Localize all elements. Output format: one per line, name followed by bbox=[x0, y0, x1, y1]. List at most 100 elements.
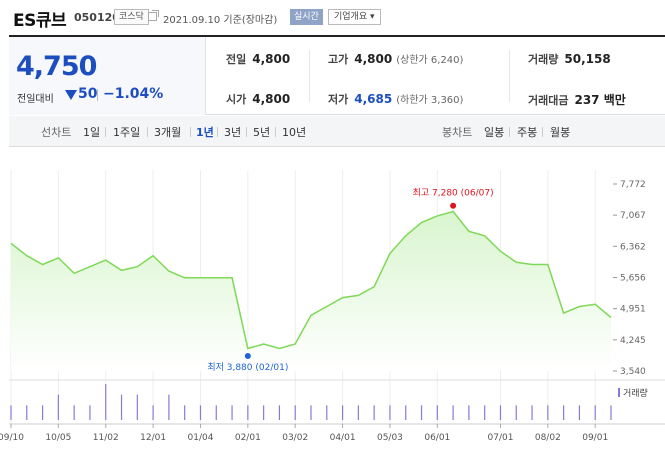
stock-code: 050120 bbox=[74, 11, 120, 24]
low-label: 최저 3,880 (02/01) bbox=[207, 362, 288, 373]
price-chart[interactable]: 7,772 7,067 6,362 5,656 4,951 4,245 3,540 최고 7… bbox=[0, 150, 665, 457]
stat-volume: 거래량 50,158 bbox=[528, 51, 611, 67]
volume-bar bbox=[199, 405, 202, 420]
tab-period-1y[interactable]: 1년 bbox=[196, 126, 214, 139]
high-marker bbox=[450, 202, 457, 209]
tab-period-1d[interactable]: 1일 bbox=[83, 126, 101, 139]
current-price: 4,750 bbox=[16, 51, 97, 82]
stat-label: 시가 bbox=[226, 93, 247, 106]
x-axis: 09/10 10/05 11/02 12/01 01/04 02/01 03/02 04/01… bbox=[0, 424, 608, 443]
volume-bar bbox=[247, 405, 249, 420]
quote-panel: 4,750 전일대비 50 −1.04% 전일 4,800 시가 4,800 고가 4… bbox=[9, 35, 665, 115]
stat-value: 4,685 bbox=[354, 92, 393, 106]
company-overview-button[interactable]: 기업개요 ▾ bbox=[328, 9, 381, 25]
stat-prev-close: 전일 4,800 bbox=[226, 51, 290, 67]
volume-bar bbox=[326, 405, 328, 420]
volume-bar bbox=[531, 405, 533, 420]
lower-limit: (하한가 3,360) bbox=[396, 95, 464, 106]
divider bbox=[147, 127, 148, 137]
stat-value: 4,800 bbox=[354, 52, 393, 66]
divider bbox=[105, 127, 106, 137]
volume-bar bbox=[73, 405, 75, 420]
change-percent: −1.04% bbox=[103, 86, 164, 102]
stat-label: 전일 bbox=[226, 53, 247, 66]
candle-chart-label: 봉차트 bbox=[442, 126, 473, 139]
x-tick-label: 05/03 bbox=[377, 433, 403, 443]
price-line bbox=[10, 210, 612, 350]
volume-bar bbox=[373, 405, 375, 420]
volume-legend-swatch bbox=[618, 388, 620, 397]
tab-candle-weekly[interactable]: 주봉 bbox=[517, 126, 538, 139]
volume-bar bbox=[563, 405, 565, 420]
volume-bar bbox=[136, 394, 138, 420]
high-low-markers: 최고 7,280 (06/07) 최저 3,880 (02/01) bbox=[207, 188, 493, 373]
stat-open: 시가 4,800 bbox=[226, 91, 290, 107]
market-badge: 코스닥 bbox=[114, 9, 149, 25]
price-box: 4,750 전일대비 50 −1.04% bbox=[9, 37, 206, 115]
tab-period-3m[interactable]: 3개월 bbox=[154, 126, 182, 139]
line-chart-label: 선차트 bbox=[41, 126, 72, 139]
divider bbox=[190, 127, 191, 137]
volume-bar bbox=[168, 394, 170, 420]
volume-bar bbox=[215, 405, 217, 420]
volume-bar bbox=[452, 405, 454, 420]
volume-bar bbox=[89, 405, 91, 420]
tab-period-5y[interactable]: 5년 bbox=[253, 126, 271, 139]
tab-period-1w[interactable]: 1주일 bbox=[113, 126, 141, 139]
tab-candle-monthly[interactable]: 월봉 bbox=[550, 126, 571, 139]
volume-bar bbox=[278, 405, 281, 420]
volume-bar bbox=[610, 405, 612, 420]
x-tick-label: 09/01 bbox=[582, 433, 608, 443]
realtime-button[interactable]: 실시간 bbox=[290, 9, 323, 25]
stat-value: 4,800 bbox=[252, 52, 291, 66]
x-tick-label: 12/01 bbox=[140, 433, 166, 443]
volume-bar bbox=[594, 405, 596, 420]
volume-bar bbox=[436, 405, 438, 420]
tab-period-10y[interactable]: 10년 bbox=[282, 126, 307, 139]
divider bbox=[275, 127, 276, 137]
change-value: 50 bbox=[78, 86, 98, 102]
stat-label: 저가 bbox=[328, 93, 349, 106]
volume-bar bbox=[547, 405, 549, 420]
volume-bar bbox=[120, 394, 123, 420]
x-tick-label: 10/05 bbox=[45, 433, 71, 443]
x-tick-label: 02/01 bbox=[235, 433, 261, 443]
price-area bbox=[11, 211, 611, 371]
tab-period-3y[interactable]: 3년 bbox=[224, 126, 242, 139]
external-link-icon[interactable] bbox=[148, 10, 159, 21]
x-tick-label: 06/01 bbox=[424, 433, 450, 443]
stock-name: ES큐브 bbox=[13, 11, 67, 31]
x-tick-label: 03/02 bbox=[282, 433, 308, 443]
volume-bar bbox=[41, 405, 44, 420]
divider bbox=[509, 127, 510, 137]
upper-limit: (상한가 6,240) bbox=[396, 55, 464, 66]
volume-bar bbox=[499, 405, 502, 420]
y-tick-label: 4,951 bbox=[620, 305, 646, 315]
volume-bar bbox=[10, 405, 12, 420]
y-axis: 7,772 7,067 6,362 5,656 4,951 4,245 3,540 bbox=[613, 180, 646, 377]
volume-bar bbox=[484, 405, 486, 420]
divider bbox=[217, 127, 218, 137]
stat-high: 고가 4,800 (상한가 6,240) bbox=[328, 51, 463, 67]
stat-label: 거래대금 bbox=[528, 94, 569, 107]
y-tick-label: 7,772 bbox=[620, 180, 646, 190]
stat-value: 50,158 bbox=[564, 52, 611, 66]
tab-candle-daily[interactable]: 일봉 bbox=[484, 126, 505, 139]
volume-legend-label: 거래량 bbox=[623, 387, 648, 399]
volume-bar bbox=[310, 405, 312, 420]
volume-bar bbox=[105, 384, 107, 420]
volume-bar bbox=[184, 405, 186, 420]
volume-bar bbox=[578, 405, 581, 420]
y-tick-label: 4,245 bbox=[620, 336, 646, 346]
volume-bar bbox=[57, 394, 59, 420]
x-tick-label: 07/01 bbox=[488, 433, 514, 443]
volume-bar bbox=[405, 405, 407, 420]
x-tick-label: 11/02 bbox=[93, 433, 119, 443]
volume-bars bbox=[10, 384, 612, 420]
volume-bar bbox=[294, 405, 296, 420]
chart-tab-bar: 선차트 1일 1주일 3개월 1년 3년 5년 10년 봉차트 일봉 주봉 월봉 bbox=[9, 116, 665, 147]
volume-bar bbox=[515, 405, 517, 420]
low-marker bbox=[244, 352, 251, 359]
down-arrow-icon bbox=[65, 90, 77, 100]
